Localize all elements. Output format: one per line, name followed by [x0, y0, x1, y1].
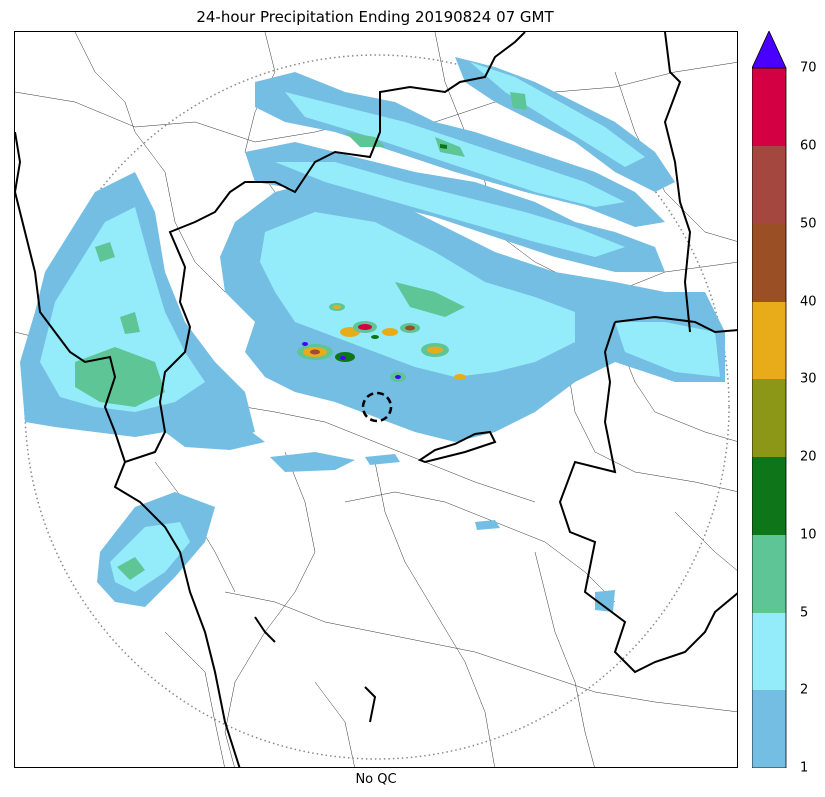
colorbar-segment-40-50 [752, 224, 786, 302]
colorbar-graphic [752, 31, 787, 768]
colorbar-tick-label: 20 [800, 449, 817, 465]
colorbar-tick-label: 1 [800, 760, 809, 776]
colorbar-tick-label: 2 [800, 682, 809, 698]
colorbar-segment-5-10 [752, 535, 786, 613]
colorbar-segment-50-60 [752, 146, 786, 224]
radar-range-ring [24, 54, 730, 760]
precipitation-map [15, 32, 737, 767]
colorbar-tick-label: 50 [800, 216, 817, 232]
radar-site-marker [361, 391, 393, 423]
colorbar-tick-label: 10 [800, 527, 817, 543]
precipitation-areas [20, 57, 725, 612]
colorbar-overflow-triangle [752, 31, 787, 69]
colorbar-segment-60-70 [752, 68, 786, 146]
colorbar-segment-2-5 [752, 613, 786, 690]
colorbar-tick-label: 5 [800, 605, 809, 621]
map-panel [14, 31, 738, 768]
convective-cells [297, 303, 466, 382]
colorbar-tick-label: 70 [800, 60, 817, 76]
colorbar-segment-30-40 [752, 302, 786, 379]
colorbar-tick-label: 60 [800, 138, 817, 154]
colorbar-segment-10-20 [752, 457, 786, 535]
state-borders [15, 32, 737, 767]
map-title: 24-hour Precipitation Ending 20190824 07… [196, 8, 554, 26]
map-subtitle: No QC [355, 772, 397, 787]
colorbar-tick-label: 40 [800, 294, 817, 310]
colorbar [752, 31, 792, 768]
colorbar-tick-label: 30 [800, 371, 817, 387]
colorbar-segment-20-30 [752, 379, 786, 457]
colorbar-segment-1-2 [752, 690, 786, 768]
